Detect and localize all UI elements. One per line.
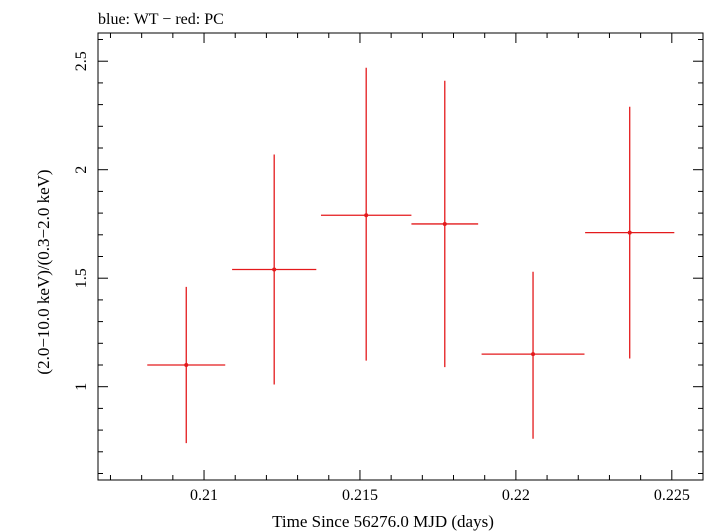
data-point <box>147 286 226 444</box>
y-tick-label: 2.5 <box>73 51 90 71</box>
x-tick-label: 0.21 <box>190 487 218 504</box>
data-point <box>481 271 585 439</box>
y-tick-label: 2 <box>73 166 90 174</box>
data-marker <box>627 230 632 235</box>
data-marker <box>272 267 277 272</box>
data-point <box>320 67 412 361</box>
chart-title: blue: WT − red: PC <box>98 11 224 28</box>
data-marker <box>442 221 447 226</box>
data-marker <box>184 362 189 367</box>
axis-ticks: 0.21 0.215 0.22 0.225 1 1.5 2 2.5 <box>73 33 704 504</box>
data-marker <box>364 213 369 218</box>
y-axis-label: (2.0−10.0 keV)/(0.3−2.0 keV) <box>34 169 53 374</box>
data-point <box>585 106 675 359</box>
x-axis-label: Time Since 56276.0 MJD (days) <box>272 512 494 531</box>
data-point <box>232 154 317 385</box>
x-tick-label: 0.215 <box>342 487 378 504</box>
x-tick-label: 0.22 <box>502 487 530 504</box>
data-marker <box>531 352 536 357</box>
plot-frame <box>97 32 704 481</box>
y-tick-label: 1 <box>73 383 90 391</box>
data-point <box>411 80 479 368</box>
y-tick-label: 1.5 <box>73 268 90 288</box>
data-layer <box>147 67 675 444</box>
x-tick-label: 0.225 <box>654 487 690 504</box>
